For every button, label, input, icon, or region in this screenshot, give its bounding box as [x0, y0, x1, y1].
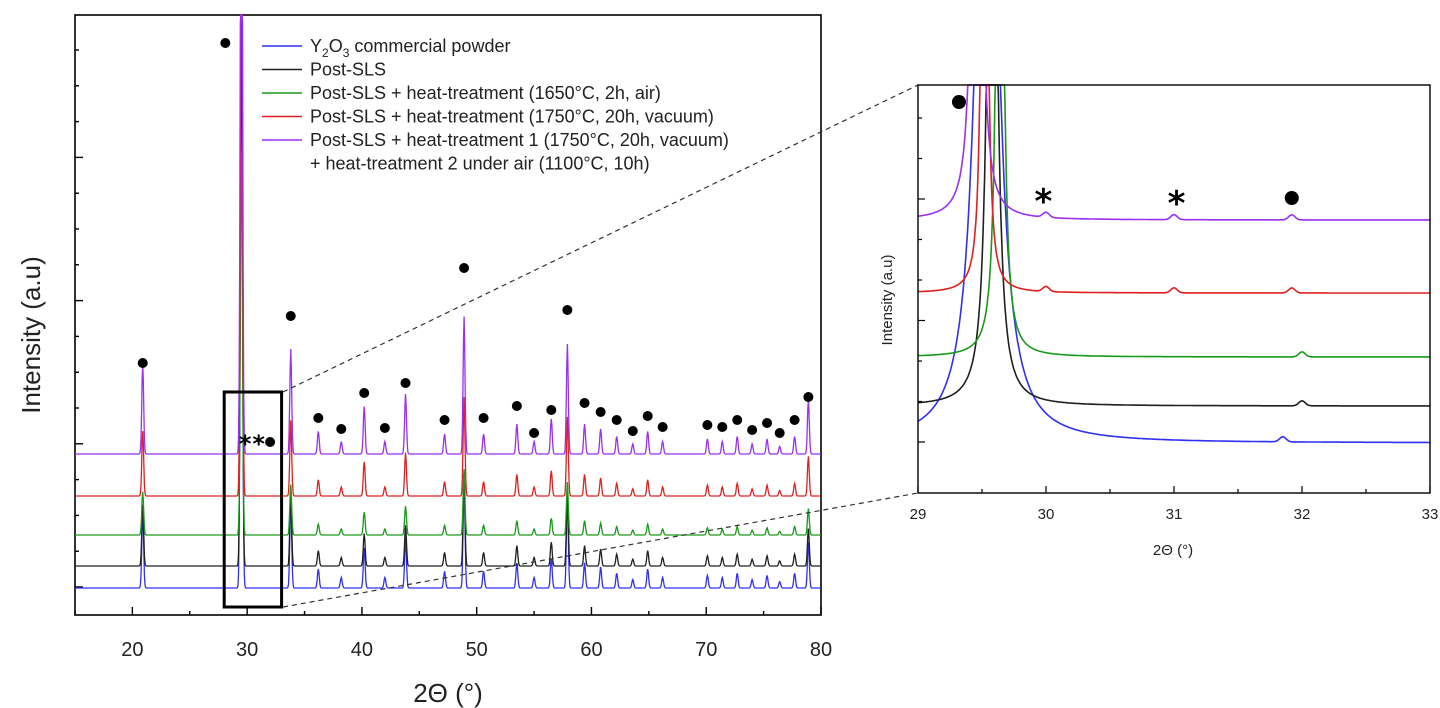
main-x-tick-label: 80 [810, 639, 832, 661]
inset-x-axis-label: 2Θ (°) [1153, 542, 1193, 559]
legend-entry-label: Post-SLS + heat-treatment 1 (1750°C, 20h… [310, 130, 729, 150]
inset-series-line [917, 84, 1430, 444]
main-y-axis-label: Intensity (a.u) [16, 256, 46, 414]
inset-x-tick-label: 30 [1038, 506, 1055, 523]
main-y-ticks [75, 49, 83, 588]
inset-x-tick-label: 33 [1422, 506, 1439, 523]
main-peak-circle-marker [359, 388, 370, 398]
main-peak-markers: * * [137, 38, 814, 458]
legend-entry-label: Post-SLS [310, 60, 386, 80]
main-x-ticks: 20 30 40 50 60 70 80 [74, 607, 832, 661]
main-peak-circle-marker [562, 305, 573, 315]
zoom-region-box [222, 390, 284, 609]
main-peak-circle-marker [336, 424, 347, 434]
main-series-line [75, 14, 821, 497]
inset-peak-circle-marker [1284, 191, 1299, 205]
main-peak-circle-marker [439, 415, 450, 425]
inset-peak-star-marker: * [1168, 184, 1186, 224]
inset-peak-markers: * * [951, 95, 1299, 224]
inset-series-line [917, 84, 1430, 221]
main-peak-circle-marker [265, 437, 276, 447]
main-series-line [75, 21, 821, 567]
main-peak-circle-marker [285, 311, 296, 321]
main-peak-circle-marker [379, 423, 390, 433]
main-peak-circle-marker [511, 401, 522, 411]
main-peak-circle-marker [137, 358, 148, 368]
main-series-line [75, 14, 821, 589]
main-peak-circle-marker [762, 418, 773, 428]
main-plot-frame [74, 14, 822, 616]
main-series-line [75, 150, 821, 536]
main-x-tick-label: 60 [580, 639, 602, 661]
inset-y-axis-label: Intensity (a.u) [879, 255, 896, 346]
main-peak-circle-marker [657, 422, 668, 432]
inset-x-tick-label: 32 [1294, 506, 1311, 523]
main-x-tick-label: 40 [351, 639, 373, 661]
main-peak-circle-marker [702, 420, 713, 430]
main-peak-circle-marker [789, 415, 800, 425]
main-peak-circle-marker [459, 263, 470, 273]
main-peak-circle-marker [611, 415, 622, 425]
main-peak-circle-marker [717, 422, 728, 432]
inset-peak-circle-marker [951, 95, 966, 109]
main-x-tick-label: 50 [466, 639, 488, 661]
main-peak-circle-marker [313, 413, 324, 423]
main-peak-star-marker: * [239, 430, 252, 458]
main-peak-circle-marker [400, 378, 411, 388]
main-peak-circle-marker [732, 415, 743, 425]
main-peak-circle-marker [546, 405, 557, 415]
inset-x-tick-label: 31 [1166, 506, 1183, 523]
main-x-tick-label: 70 [695, 639, 717, 661]
legend-entry-label: Post-SLS + heat-treatment (1750°C, 20h, … [310, 107, 714, 127]
zoom-connector-top [282, 84, 919, 393]
legend-entry-label: Y2O3 commercial powder [310, 36, 510, 60]
main-peak-circle-marker [579, 398, 590, 408]
inset-xrd-chart: 29 30 31 32 33 * * 2Θ (°) Intensity (a.u) [879, 84, 1439, 559]
main-xrd-chart: 20 30 40 50 60 70 80 * * Y2O3 commercial powder… [16, 14, 832, 708]
main-peak-circle-marker [803, 392, 814, 402]
inset-series-line [917, 84, 1430, 294]
main-peak-circle-marker [627, 426, 638, 436]
main-peak-circle-marker [595, 407, 606, 417]
inset-x-tick-label: 29 [910, 506, 927, 523]
inset-series-curves [917, 84, 1430, 444]
main-peak-star-marker: * [252, 430, 265, 458]
main-peak-circle-marker [220, 38, 231, 48]
main-peak-circle-marker [774, 428, 785, 438]
inset-x-ticks: 29 30 31 32 33 [910, 486, 1439, 523]
main-series-curves [75, 14, 821, 589]
main-x-axis-label: 2Θ (°) [413, 678, 483, 708]
inset-peak-star-marker: * [1035, 182, 1053, 222]
main-peak-circle-marker [529, 428, 540, 438]
inset-y-ticks [918, 117, 925, 443]
main-peak-circle-marker [642, 411, 653, 421]
legend-entry-label: + heat-treatment 2 under air (1100°C, 10… [310, 154, 650, 174]
main-series-line [75, 14, 821, 455]
main-x-tick-label: 30 [236, 639, 258, 661]
main-peak-circle-marker [478, 413, 489, 423]
legend-entry-label: Post-SLS + heat-treatment (1650°C, 2h, a… [310, 83, 661, 103]
main-peak-circle-marker [747, 425, 758, 435]
main-x-tick-label: 20 [121, 639, 143, 661]
